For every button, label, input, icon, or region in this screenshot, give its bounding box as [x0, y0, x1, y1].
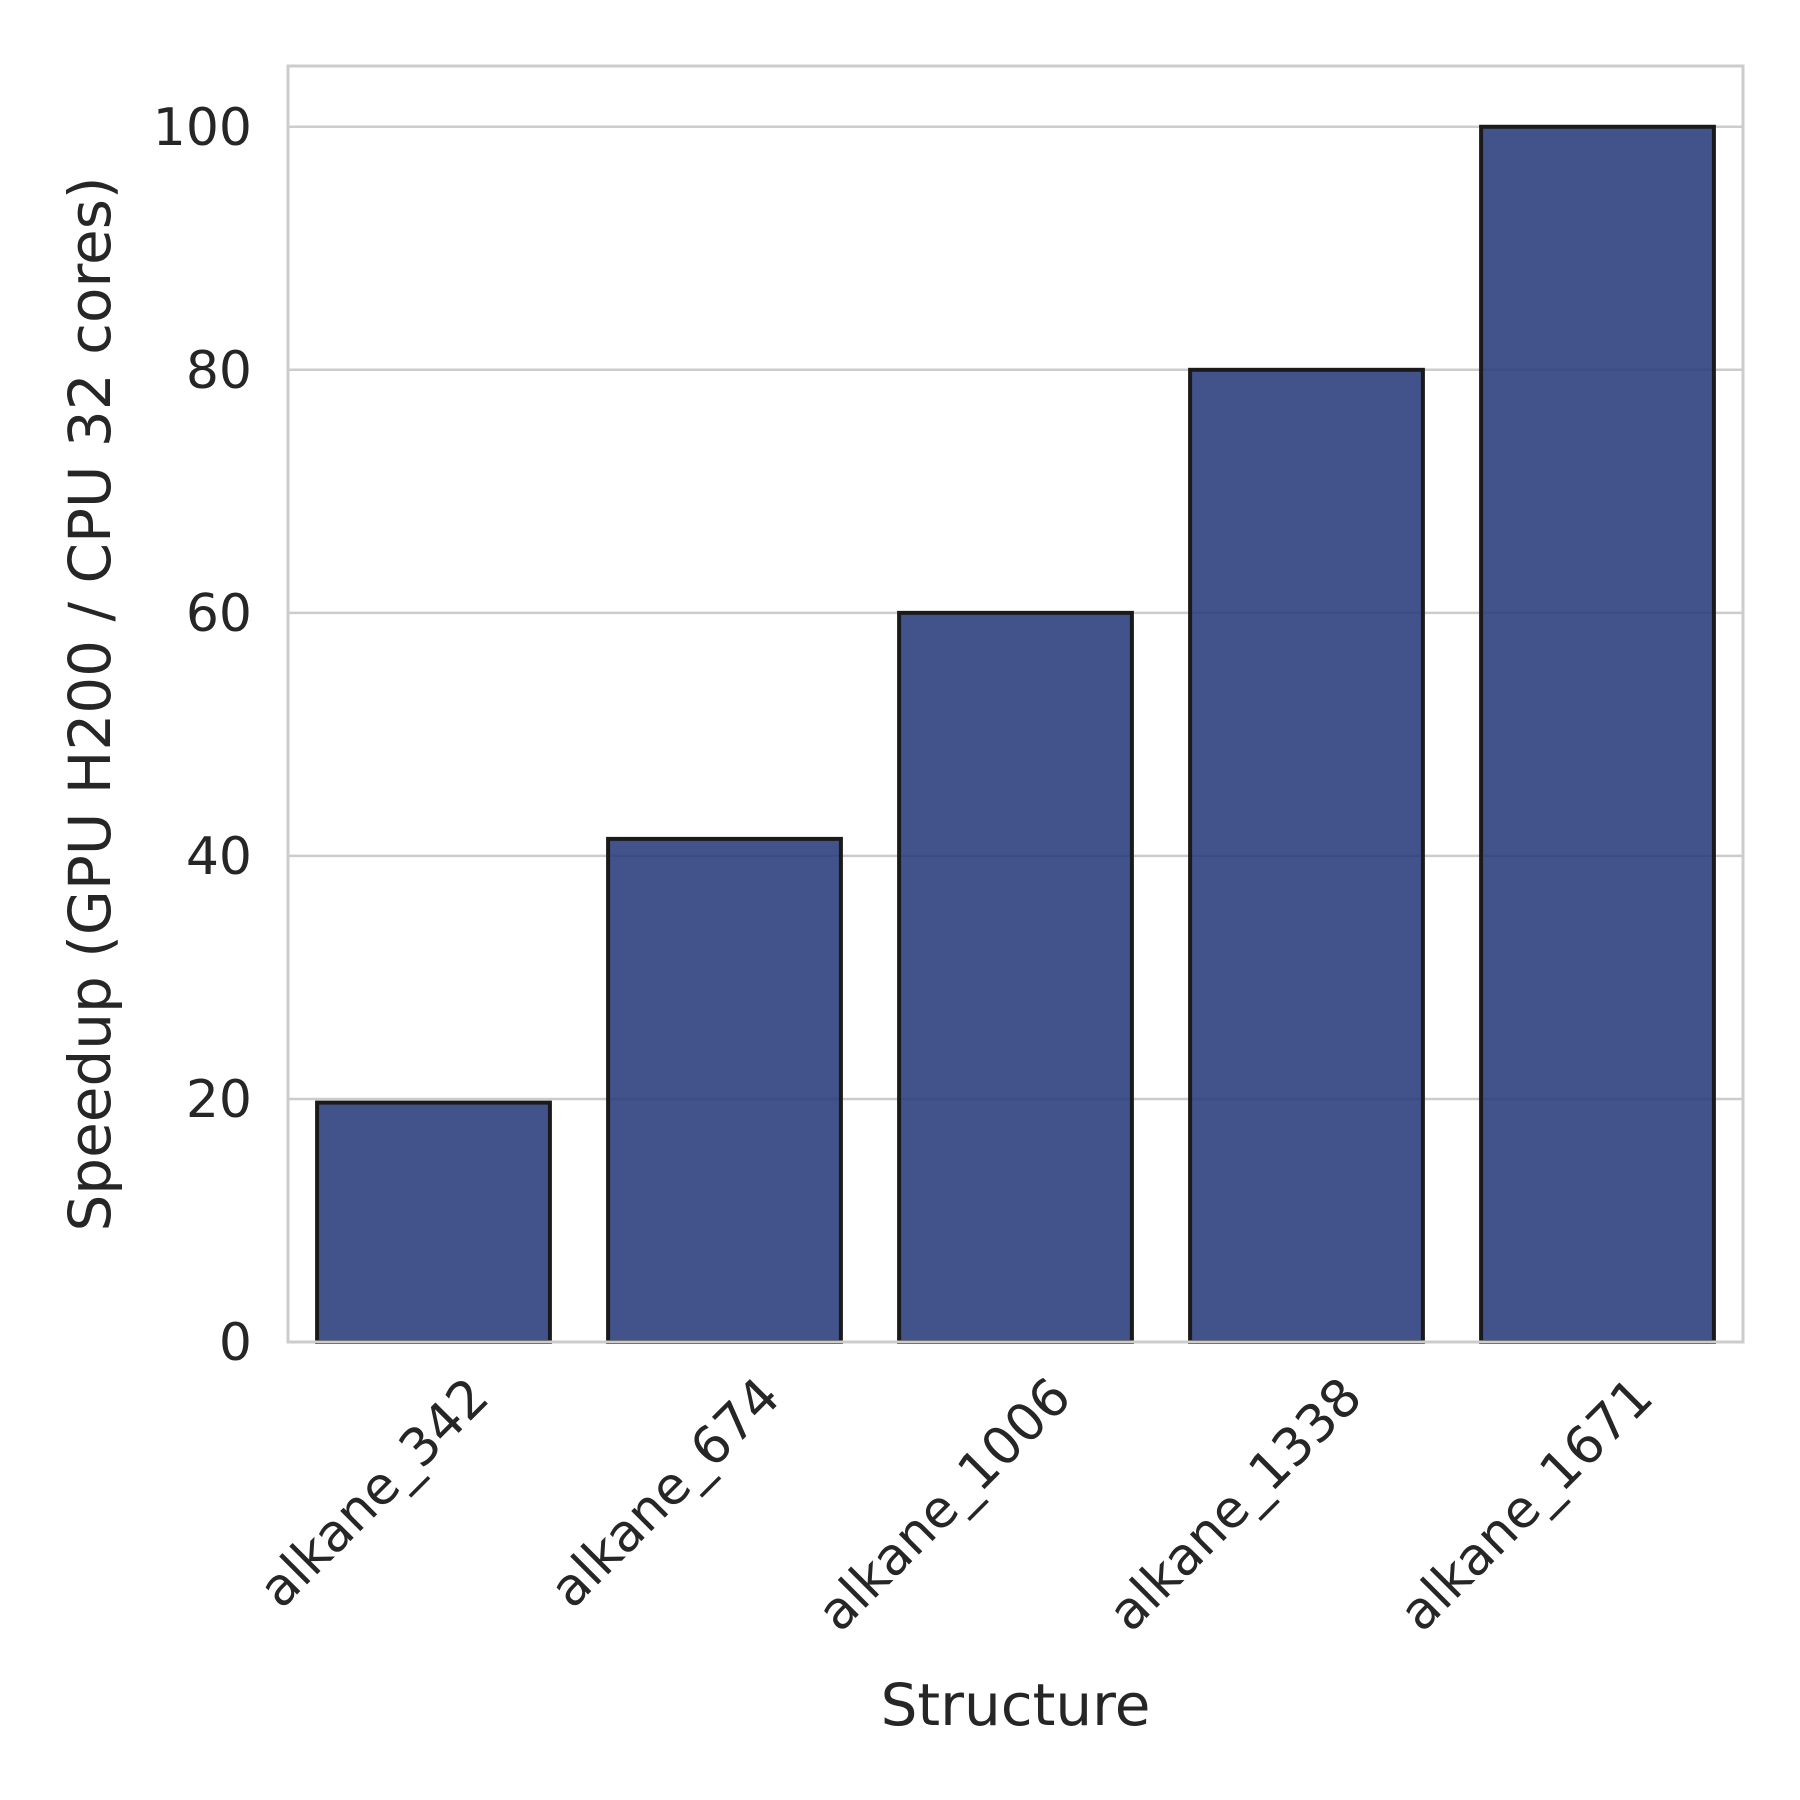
x-tick-label: alkane_1006 — [806, 1367, 1082, 1643]
x-tick-labels: alkane_342 alkane_674 alkane_1006 alkane_13… — [248, 1367, 1665, 1643]
bar-alkane-1671 — [1479, 124, 1716, 1344]
y-tick-label: 0 — [219, 1313, 252, 1373]
y-tick-label: 60 — [186, 584, 252, 644]
y-tick-label: 40 — [186, 827, 252, 887]
x-axis-label: Structure — [881, 1671, 1151, 1739]
bar-alkane-1006 — [897, 610, 1134, 1344]
y-tick-labels: 0 20 40 60 80 100 — [153, 98, 252, 1373]
y-tick-label: 20 — [186, 1070, 252, 1130]
bar-alkane-342 — [315, 1100, 552, 1345]
bars-group — [315, 124, 1716, 1345]
x-tick-label: alkane_1671 — [1388, 1367, 1664, 1643]
x-tick-label: alkane_342 — [248, 1367, 501, 1620]
y-tick-label: 100 — [153, 98, 252, 158]
x-tick-label: alkane_1338 — [1097, 1367, 1373, 1643]
y-tick-label: 80 — [186, 341, 252, 401]
bar-alkane-1338 — [1188, 367, 1425, 1344]
plot-frame — [286, 64, 1745, 1344]
bar-alkane-674 — [606, 836, 843, 1344]
y-axis-label: Speedup (GPU H200 / CPU 32 cores) — [56, 176, 124, 1231]
x-tick-label: alkane_674 — [539, 1367, 792, 1620]
